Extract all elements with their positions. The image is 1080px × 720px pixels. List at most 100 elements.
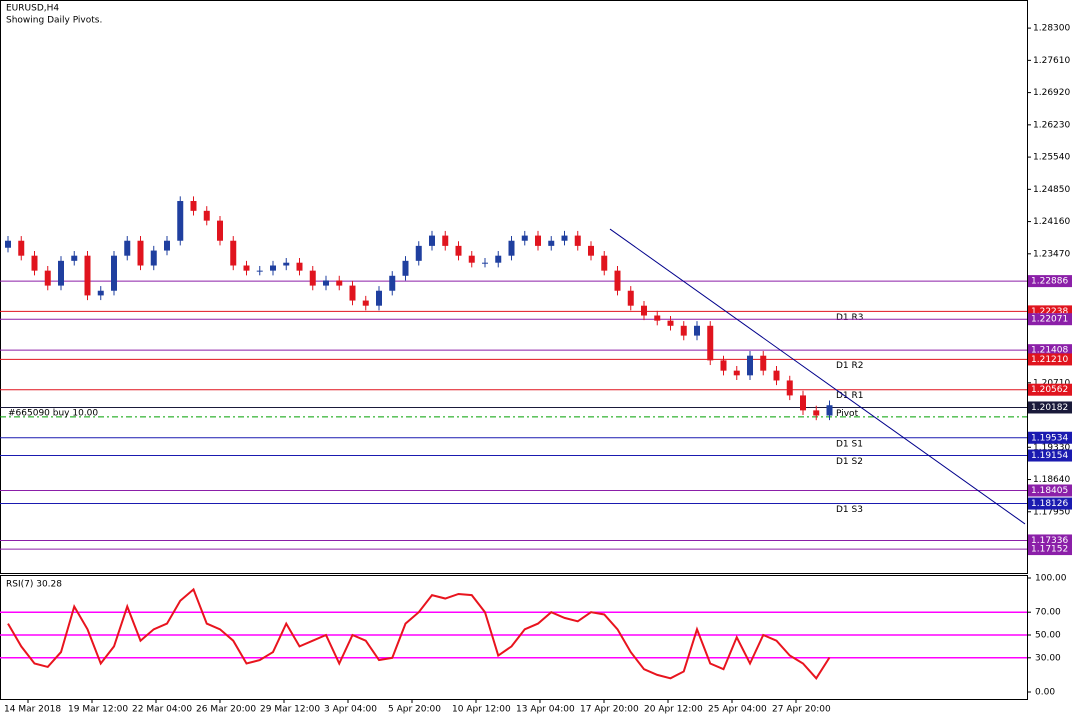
y-tick-label: 1.26920 (1033, 88, 1070, 98)
x-tick-label: 25 Apr 04:00 (708, 705, 767, 715)
candle-body (362, 300, 369, 306)
candle-body (58, 260, 64, 286)
candle-body (521, 235, 528, 241)
candle-body (588, 245, 594, 256)
candle-body (44, 270, 51, 286)
candle-body (720, 360, 727, 371)
trend-line (609, 228, 1026, 525)
candle-body (601, 255, 608, 271)
candle-body (111, 255, 117, 291)
candle-body (415, 245, 422, 261)
candle-body (574, 235, 581, 246)
candle-body (402, 260, 409, 276)
x-tick-label: 14 Mar 2018 (4, 705, 61, 715)
y-tick-label: 1.28300 (1033, 24, 1070, 34)
chart-subtitle: Showing Daily Pivots. (6, 16, 102, 26)
level-label: 1.22071 (1031, 315, 1068, 325)
y-tick-label: 1.26230 (1033, 120, 1070, 130)
candle-body (124, 240, 131, 256)
y-tick-label: 30.00 (1035, 653, 1061, 663)
candle-body (786, 380, 793, 396)
candle-body (627, 290, 634, 306)
candle-body (177, 201, 184, 241)
x-tick-label: 27 Apr 20:00 (772, 705, 831, 715)
level-name: D1 S3 (836, 505, 863, 515)
candle-body (270, 265, 276, 271)
level-name: D1 S2 (836, 457, 863, 467)
candle-body (97, 290, 104, 296)
candle-body (376, 290, 382, 306)
level-label: 1.20562 (1031, 385, 1068, 395)
x-tick-label: 10 Apr 12:00 (452, 705, 511, 715)
y-tick-label: 1.24160 (1033, 217, 1070, 227)
level-box (1028, 484, 1072, 497)
x-tick-label: 3 Apr 04:00 (324, 705, 377, 715)
level-box (1028, 313, 1072, 326)
y-tick-label: 1.20710 (1033, 378, 1070, 388)
candle-body (548, 240, 555, 246)
candle-body (18, 240, 25, 256)
candle-body (256, 270, 263, 272)
candle-body (508, 240, 515, 256)
level-label: 1.20182 (1031, 403, 1068, 413)
level-box (1028, 275, 1072, 288)
y-tick-label: 0.00 (1035, 688, 1055, 698)
level-box (1028, 344, 1072, 357)
rsi-frame (0, 575, 1028, 700)
level-label: 1.21408 (1031, 346, 1068, 356)
level-box (1028, 383, 1072, 396)
level-name: D1 R2 (836, 361, 864, 371)
candle-body (747, 355, 753, 376)
main-frame (0, 0, 1028, 574)
candle-body (5, 240, 11, 248)
level-label: 1.18126 (1031, 499, 1068, 509)
y-tick-label: 1.23470 (1033, 249, 1070, 259)
level-label: 1.19154 (1031, 451, 1068, 461)
candle-body (230, 240, 237, 266)
candle-body (694, 325, 700, 336)
candle-body (71, 255, 78, 261)
x-tick-label: 5 Apr 20:00 (388, 705, 441, 715)
level-label: 1.21210 (1031, 355, 1068, 365)
candle-body (654, 315, 661, 321)
rsi-line (7, 587, 831, 680)
candle-body (614, 270, 621, 291)
candle-body (349, 285, 356, 301)
candle-body (309, 270, 316, 286)
candle-body (137, 240, 144, 266)
candle-body (190, 201, 197, 211)
candle-body (455, 245, 462, 256)
level-box (1028, 431, 1072, 444)
candle-body (733, 370, 740, 376)
candle-body (336, 280, 343, 286)
candle-body (164, 240, 170, 251)
candle-body (203, 210, 210, 221)
level-box (1028, 449, 1072, 462)
level-box (1028, 543, 1072, 556)
candle-body (429, 235, 435, 246)
y-tick-label: 1.17950 (1033, 507, 1070, 517)
rsi-title: RSI(7) 30.28 (6, 580, 62, 590)
level-label: 1.22886 (1031, 277, 1068, 287)
candle-body (535, 235, 541, 246)
x-tick-label: 13 Apr 04:00 (516, 705, 575, 715)
x-tick-label: 20 Apr 12:00 (644, 705, 703, 715)
candle-body (495, 255, 502, 263)
level-box (1028, 497, 1072, 510)
x-tick-label: 17 Apr 20:00 (580, 705, 639, 715)
level-label: 1.22238 (1031, 307, 1068, 317)
candle-body (468, 255, 475, 263)
x-tick-label: 26 Mar 20:00 (196, 705, 256, 715)
level-name: D1 R1 (836, 391, 864, 401)
candle-body (773, 370, 780, 381)
y-tick-label: 1.25540 (1033, 153, 1070, 163)
x-tick-label: 22 Mar 04:00 (132, 705, 192, 715)
candle-body (84, 255, 91, 296)
y-tick-label: 50.00 (1035, 631, 1061, 641)
level-label: 1.18405 (1031, 486, 1068, 496)
candle-body (707, 325, 714, 361)
level-name: D1 R3 (836, 313, 864, 323)
candle-body (561, 235, 568, 241)
candle-body (389, 275, 396, 291)
